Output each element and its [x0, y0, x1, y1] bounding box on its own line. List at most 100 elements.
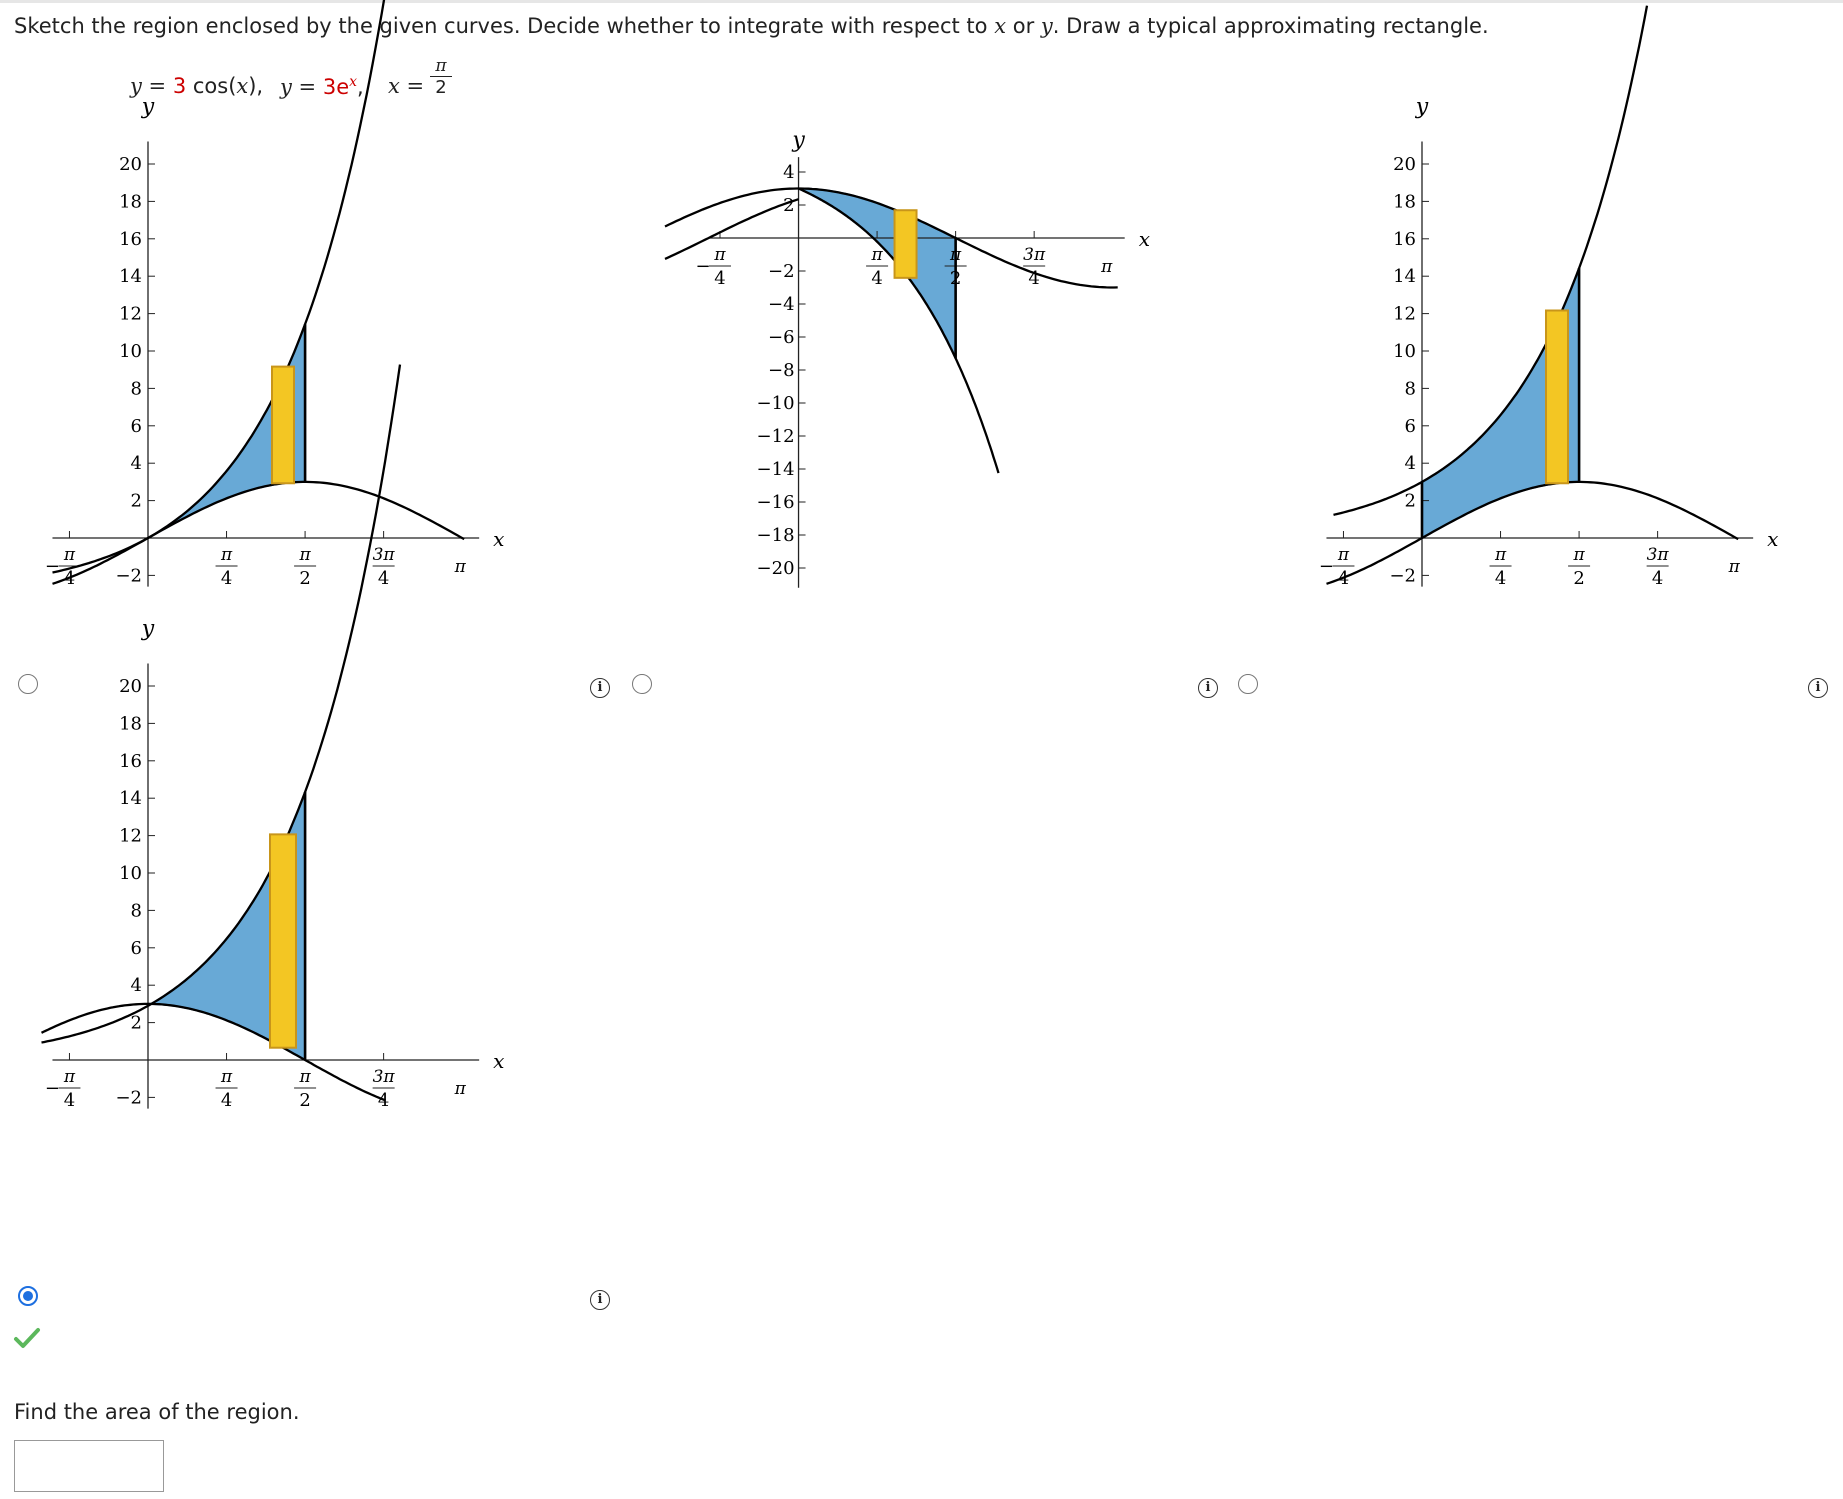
tick-label-minus: − — [45, 556, 60, 577]
tick-label-denominator: 4 — [1495, 568, 1506, 589]
y-tick-label: 6 — [131, 416, 142, 437]
tick-label-numerator: 3π — [1023, 245, 1046, 265]
y-tick-label: −14 — [757, 459, 795, 480]
tick-label-numerator: π — [870, 245, 883, 265]
x-axis-label: x — [1767, 527, 1778, 551]
y-tick-label: 12 — [119, 304, 142, 325]
tick-label-denominator: 4 — [1652, 568, 1663, 589]
tick-label-numerator: π — [63, 545, 76, 565]
tick-label-numerator: 3π — [373, 1067, 396, 1087]
y-axis-label: y — [791, 128, 805, 153]
tick-label-numerator: 3π — [373, 545, 396, 565]
question-part: Sketch the region enclosed by the given … — [14, 14, 995, 38]
y-tick-label: 4 — [1405, 453, 1416, 474]
y-tick-label: 10 — [119, 863, 142, 884]
tick-label-denominator: 4 — [1028, 268, 1039, 289]
option-d-radio[interactable] — [18, 1286, 38, 1306]
area-answer-input[interactable] — [14, 1440, 164, 1492]
y-tick-label: 12 — [1393, 304, 1416, 325]
y-tick-label: −8 — [768, 360, 795, 381]
y-tick-label: 16 — [119, 229, 142, 250]
y-tick-label: 18 — [119, 191, 142, 212]
equation-y2: y = 3ex, — [280, 74, 364, 99]
y-tick-label: 2 — [783, 195, 794, 216]
x-tick-label-pi: π — [454, 557, 467, 577]
curve-exponential — [41, 364, 402, 1044]
x-tick-label-pi: π — [1100, 257, 1113, 277]
tick-label-minus: − — [45, 1078, 60, 1099]
y-tick-label: 6 — [131, 938, 142, 959]
tick-label-denominator: 4 — [378, 568, 389, 589]
y-tick-label: 4 — [783, 162, 794, 183]
option-c-radio[interactable] — [1238, 674, 1258, 694]
tick-label-minus: − — [695, 256, 710, 277]
top-border — [0, 0, 1843, 3]
curve-exponential — [52, 0, 386, 574]
tick-label-denominator: 2 — [299, 568, 310, 589]
curve-exponential — [1333, 5, 1649, 517]
y-tick-label: −12 — [757, 426, 795, 447]
y-tick-label: −6 — [768, 327, 795, 348]
tick-label-numerator: π — [298, 1067, 311, 1087]
info-icon[interactable]: i — [590, 678, 610, 698]
question-part: or — [1006, 14, 1041, 38]
tick-label-numerator: π — [713, 245, 726, 265]
tick-label-numerator: π — [220, 1067, 233, 1087]
y-tick-label: −20 — [757, 558, 795, 579]
tick-label-numerator: 3π — [1647, 545, 1670, 565]
tick-label-numerator: π — [1572, 545, 1585, 565]
tick-label-denominator: 4 — [714, 268, 725, 289]
x-tick-label-pi: π — [1728, 557, 1741, 577]
x-axis-label: x — [493, 527, 504, 551]
x-tick-label-pi: π — [454, 1079, 467, 1099]
y-tick-label: 14 — [119, 788, 142, 809]
y-tick-label: 8 — [131, 900, 142, 921]
y-tick-label: 8 — [1405, 378, 1416, 399]
tick-label-minus: − — [1319, 556, 1334, 577]
y-axis-label: y — [141, 617, 155, 642]
correct-check-icon — [14, 1328, 40, 1348]
tick-label-numerator: π — [1337, 545, 1350, 565]
y-tick-label: 4 — [131, 453, 142, 474]
tick-label-denominator: 2 — [299, 1090, 310, 1111]
x-axis-label: x — [1139, 227, 1150, 251]
question-part: . Draw a typical approximating rectangle… — [1052, 14, 1489, 38]
info-icon[interactable]: i — [1198, 678, 1218, 698]
y-tick-label: 20 — [119, 154, 142, 175]
tick-label-numerator: π — [220, 545, 233, 565]
info-icon[interactable]: i — [1808, 678, 1828, 698]
y-tick-label: −18 — [757, 525, 795, 546]
y-tick-label: 2 — [1405, 491, 1416, 512]
info-icon[interactable]: i — [590, 1290, 610, 1310]
option-a-radio[interactable] — [18, 674, 38, 694]
tick-label-numerator: π — [298, 545, 311, 565]
y-tick-label: −2 — [1389, 565, 1416, 586]
y-tick-label: −2 — [115, 1087, 142, 1108]
y-tick-label: 16 — [1393, 229, 1416, 250]
equation-x: x = — [388, 74, 425, 98]
question-text: Sketch the region enclosed by the given … — [14, 14, 1489, 38]
tick-label-denominator: 4 — [871, 268, 882, 289]
y-tick-label: −4 — [768, 294, 795, 315]
option-b-radio[interactable] — [632, 674, 652, 694]
tick-label-denominator: 4 — [221, 568, 232, 589]
y-tick-label: 14 — [1393, 266, 1416, 287]
approximating-rectangle — [893, 209, 918, 279]
approximating-rectangle — [1545, 309, 1569, 485]
y-tick-label: −2 — [768, 261, 795, 282]
y-tick-label: −16 — [757, 492, 795, 513]
y-tick-label: 2 — [131, 1013, 142, 1034]
question-var-y: y — [1040, 14, 1053, 38]
question-var-x: x — [994, 14, 1007, 38]
x-axis-label: x — [493, 1049, 504, 1073]
tick-label-denominator: 4 — [221, 1090, 232, 1111]
tick-label-denominator: 4 — [64, 1090, 75, 1111]
tick-label-denominator: 2 — [1573, 568, 1584, 589]
curve-cosine — [40, 1002, 387, 1102]
curve-left-branch — [664, 198, 799, 260]
tick-label-numerator: π — [1494, 545, 1507, 565]
y-tick-label: 20 — [1393, 154, 1416, 175]
y-tick-label: −10 — [757, 393, 795, 414]
y-axis-label: y — [141, 95, 155, 120]
tick-label-numerator: π — [63, 1067, 76, 1087]
